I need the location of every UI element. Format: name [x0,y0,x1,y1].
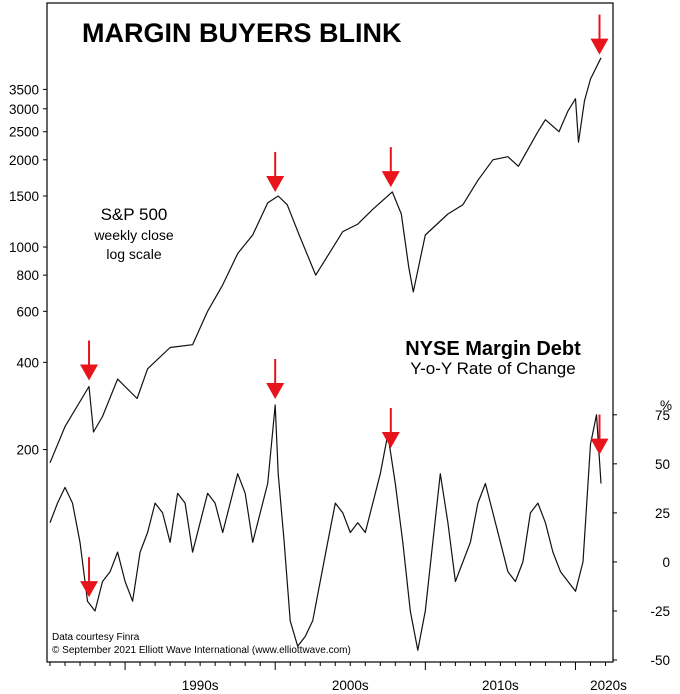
peak-arrow-head [80,364,99,381]
x-axis-tick-label: 2010s [482,678,519,693]
left-axis-tick-label: 600 [16,304,39,319]
left-axis-tick-label: 1000 [9,240,39,255]
margin-debt-title: NYSE Margin Debt [405,338,581,360]
right-axis-tick-label: -25 [650,604,670,619]
right-axis-tick-label: -50 [650,653,670,668]
left-axis-tick-label: 2000 [9,153,39,168]
x-axis-tick-label: 2000s [332,678,369,693]
left-axis-tick-label: 800 [16,268,39,283]
credit-copyright: © September 2021 Elliott Wave Internatio… [52,645,351,656]
right-y-axis: -50 -25 0 25 50 75 [613,408,670,668]
plot-frame [46,2,614,663]
sp500-series-line [49,57,602,464]
left-y-axis: 200 400 600 800 1000 1500 2000 2500 3000 3500 [9,82,47,458]
credit-data-source: Data courtesy Finra [52,632,140,643]
peak-arrows [80,14,609,598]
left-axis-tick-label: 400 [16,355,39,370]
sp500-label: S&P 500 [101,205,168,224]
right-axis-tick-label: 50 [655,457,670,472]
left-axis-tick-label: 1500 [9,189,39,204]
right-axis-unit: % [660,398,672,413]
x-axis: 1990s 2000s 2010s 2020s [49,662,627,693]
right-axis-tick-label: 0 [662,555,670,570]
left-axis-tick-label: 3000 [9,102,39,117]
margin-debt-subtitle: Y-o-Y Rate of Change [410,359,575,378]
chart-title: MARGIN BUYERS BLINK [82,18,402,48]
peak-arrow-head [590,38,609,55]
peak-arrow-head [80,581,99,598]
right-axis-tick-label: 25 [655,506,670,521]
peak-arrow-head [590,438,609,455]
x-axis-tick-label: 2020s [590,678,627,693]
peak-arrow-head [266,383,285,399]
left-axis-tick-label: 3500 [9,82,39,97]
sp500-sublabel: weekly close [93,227,174,243]
peak-arrow-head [266,175,285,192]
sp500-scale-label: log scale [106,246,161,262]
left-axis-tick-label: 200 [16,443,39,458]
left-axis-tick-label: 2500 [9,125,39,140]
margin-debt-series-line [49,404,602,651]
right-axis-tick-label: 75 [655,408,670,423]
peak-arrow-head [381,171,400,188]
peak-arrow-head [381,432,400,449]
x-axis-tick-label: 1990s [182,678,219,693]
